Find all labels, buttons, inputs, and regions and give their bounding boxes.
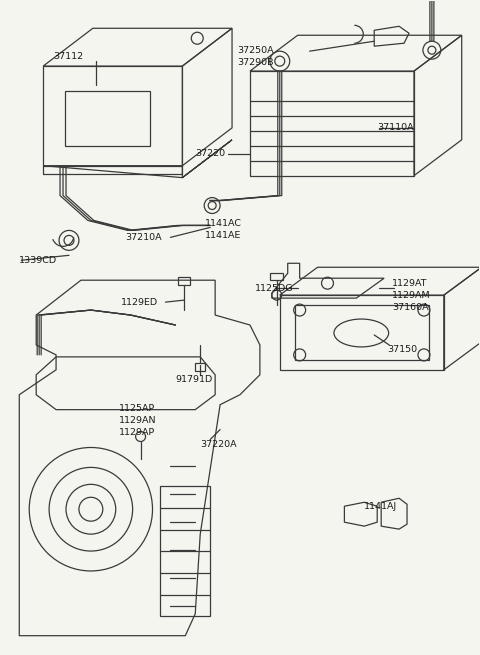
Text: 37250A: 37250A [237, 46, 274, 54]
Text: 37290B: 37290B [237, 58, 274, 67]
Text: 1141AJ: 1141AJ [364, 502, 397, 511]
Text: 1141AE: 1141AE [205, 231, 241, 240]
Text: 37220: 37220 [195, 149, 226, 159]
Text: 1129ED: 1129ED [120, 297, 158, 307]
Text: 1339CD: 1339CD [19, 256, 58, 265]
Text: 1125DG: 1125DG [255, 284, 293, 293]
Text: 37150: 37150 [387, 345, 417, 354]
Text: 1129AN: 1129AN [119, 416, 156, 425]
Bar [295, 305, 429, 360]
Text: 37210A: 37210A [126, 233, 162, 242]
Text: 1129AM: 1129AM [392, 291, 431, 299]
Bar [160, 486, 210, 616]
Text: 1141AC: 1141AC [205, 219, 242, 228]
Text: 37112: 37112 [53, 52, 83, 61]
Bar [65, 91, 150, 146]
Text: 37160A: 37160A [392, 303, 429, 312]
Text: 37220A: 37220A [200, 440, 237, 449]
Text: 1129AP: 1129AP [119, 428, 155, 437]
Text: 1125AP: 1125AP [119, 404, 155, 413]
Text: 91791D: 91791D [175, 375, 213, 384]
Text: 1129AT: 1129AT [392, 278, 428, 288]
Text: 37110A: 37110A [377, 123, 414, 132]
